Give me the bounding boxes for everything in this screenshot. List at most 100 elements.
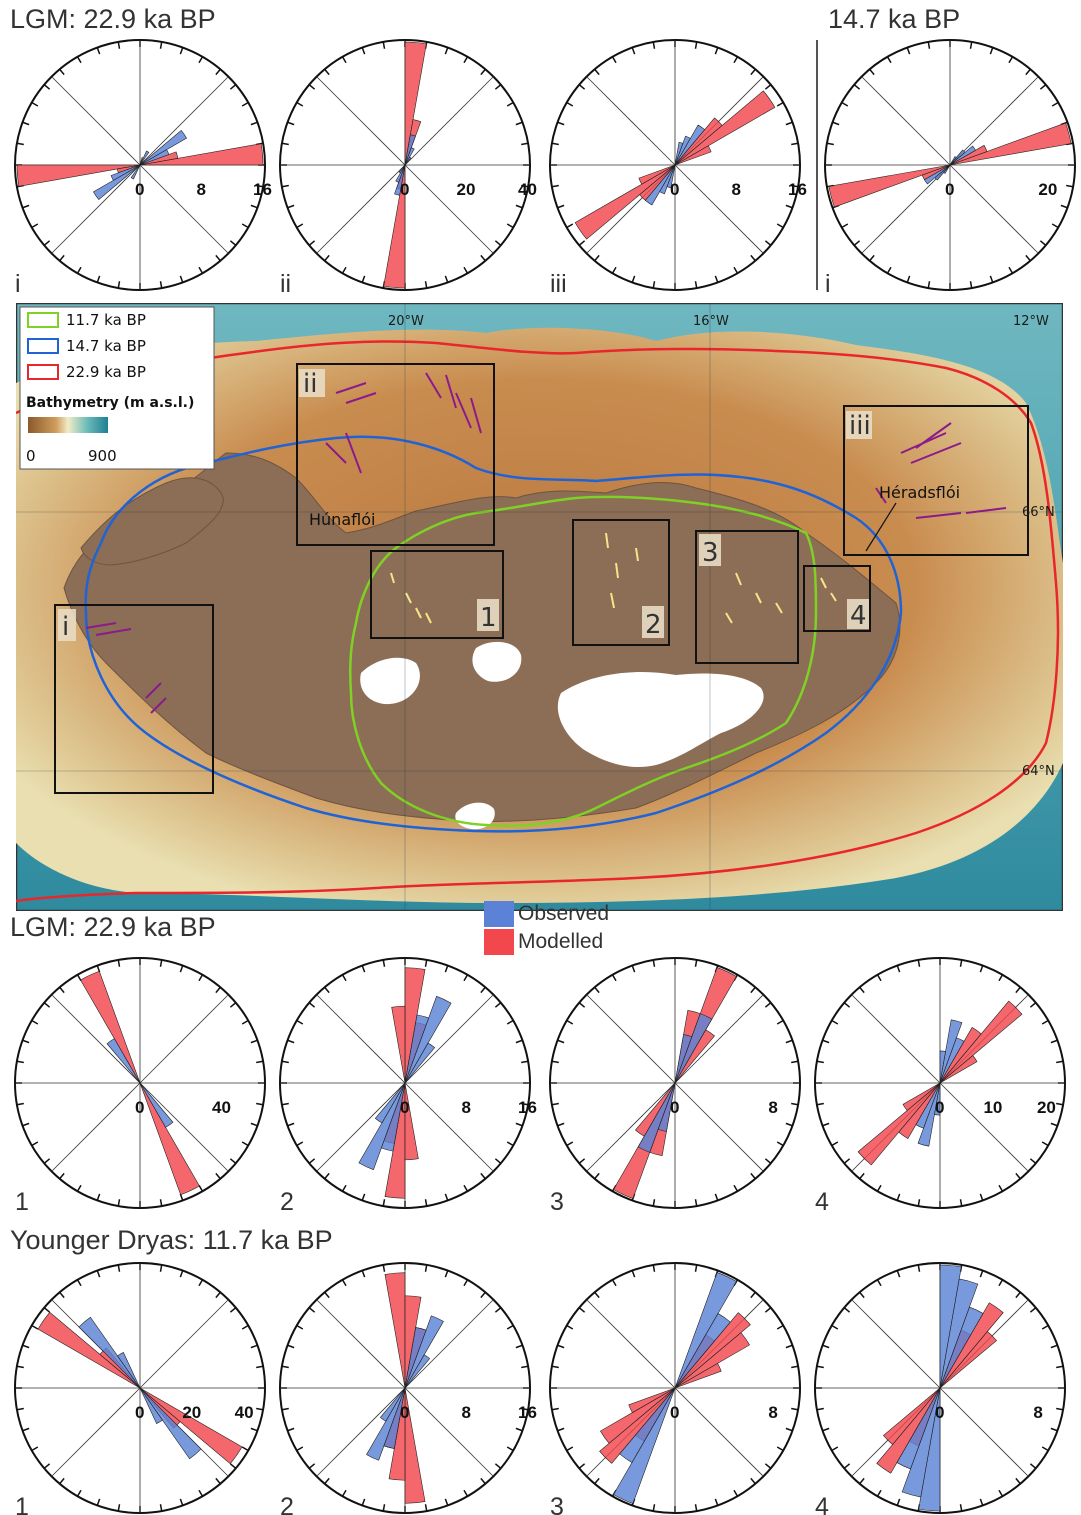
rose-spoke xyxy=(939,1387,1029,1477)
rose-tick xyxy=(853,240,861,246)
rose-tick xyxy=(906,47,911,55)
rose-tick xyxy=(876,1489,882,1497)
rose-outline xyxy=(279,957,531,1209)
rose-tick xyxy=(917,959,921,967)
rose-tick xyxy=(917,1504,921,1512)
rose-tick xyxy=(816,1060,824,1064)
rose-tick-label: 8 xyxy=(462,1098,471,1117)
rose-tick xyxy=(31,1324,39,1330)
flowsets-purple xyxy=(85,372,1007,714)
rose-petal-observed xyxy=(139,1387,202,1460)
rose-outline xyxy=(14,39,266,291)
rose-tick xyxy=(785,1427,793,1432)
rose-spoke xyxy=(674,1082,764,1172)
rose-tick xyxy=(59,254,65,262)
rose-tick xyxy=(76,266,82,274)
rose-tick-label: 10 xyxy=(983,1098,1002,1117)
rose-tick xyxy=(1056,1365,1064,1369)
map-legend: 11.7 ka BP 14.7 ka BP 22.9 ka BP Bathyme… xyxy=(19,306,215,470)
rose-petal-modelled xyxy=(908,1387,941,1447)
rose-tick xyxy=(324,1291,330,1299)
rose-title: 2 xyxy=(280,1493,294,1515)
rose-tick xyxy=(764,1158,772,1164)
rose-tick xyxy=(566,1446,574,1452)
rose-tick xyxy=(117,281,121,289)
rose-spoke xyxy=(851,994,941,1084)
rose-petal-modelled xyxy=(828,164,951,208)
rose-petal-observed xyxy=(939,1306,984,1389)
rose-petal-modelled xyxy=(674,1334,715,1389)
rose-tick xyxy=(733,56,739,64)
rose-tick xyxy=(159,959,163,967)
rose-title: ii xyxy=(280,270,291,298)
rose-panel-8: 0 10 20 4 xyxy=(814,957,1066,1216)
rose-tick-label: 40 xyxy=(235,1403,254,1422)
rose-tick xyxy=(1051,223,1059,229)
rose-tick xyxy=(76,1184,82,1192)
heradsfloi-pointer xyxy=(865,502,897,552)
rose-tick xyxy=(989,47,994,55)
rose-petal-modelled xyxy=(404,1295,422,1389)
rose-petal-modelled xyxy=(674,1312,751,1389)
rose-tick xyxy=(1050,1122,1058,1127)
rose-tick xyxy=(1029,1463,1037,1469)
rose-tick xyxy=(494,1307,502,1313)
rose-tick xyxy=(521,1102,529,1106)
rose-tick xyxy=(822,1427,830,1432)
rose-tick xyxy=(361,1270,366,1278)
rose-tick xyxy=(764,1307,772,1313)
rose-tick xyxy=(521,1407,529,1411)
rose-petal-observed xyxy=(939,1278,979,1389)
legend-observed: Observed xyxy=(484,900,609,928)
rose-tick xyxy=(776,1141,784,1147)
rose-title: 4 xyxy=(815,1188,829,1216)
margin-11-7 xyxy=(348,495,818,828)
rose-spoke xyxy=(586,1082,676,1172)
rose-spoke xyxy=(139,1387,229,1477)
rose-tick xyxy=(843,1002,851,1008)
rose-tick xyxy=(594,986,600,994)
observed-label: Observed xyxy=(518,902,610,925)
rose-tick-label: 8 xyxy=(1033,1403,1042,1422)
box-2 xyxy=(572,519,670,646)
rose-tick xyxy=(341,1489,347,1497)
rose-tick xyxy=(859,1291,865,1299)
rose-tick-label: 16 xyxy=(788,180,807,199)
rose-tick xyxy=(785,204,793,209)
rose-tick xyxy=(1060,121,1068,126)
rose-petal-modelled xyxy=(37,1311,141,1389)
rose-tick xyxy=(250,1039,258,1044)
rose-tick-label: 0 xyxy=(935,1098,944,1117)
rose-petal-modelled xyxy=(674,1332,750,1389)
rose-tick xyxy=(16,142,24,146)
rose-tick-label: 16 xyxy=(518,1098,537,1117)
header-lgm-top: LGM: 22.9 ka BP xyxy=(10,4,216,34)
rose-tick xyxy=(831,1324,839,1330)
rose-tick xyxy=(896,1193,901,1201)
rose-petal-observed xyxy=(924,164,951,185)
rose-petal-modelled xyxy=(674,117,723,166)
legend-bathy-max: 900 xyxy=(88,447,117,465)
rose-tick xyxy=(382,281,386,289)
place-heradsfloi: Héradsflói xyxy=(879,483,960,502)
rose-tick xyxy=(631,1193,636,1201)
rose-tick xyxy=(179,275,184,283)
rose-petal-observed xyxy=(674,1313,731,1389)
rose-tick-label: 0 xyxy=(670,180,679,199)
rose-tick xyxy=(308,84,316,90)
rose-tick xyxy=(287,1427,295,1432)
rose-tick xyxy=(578,240,586,246)
rose-tick-label: 20 xyxy=(182,1403,201,1422)
rose-tick xyxy=(43,84,51,90)
rose-tick xyxy=(969,281,973,289)
rose-tick xyxy=(463,974,469,982)
rose-tick xyxy=(826,184,834,188)
rose-tick-label: 20 xyxy=(1037,1098,1056,1117)
rose-tick xyxy=(1029,1307,1037,1313)
rose-spoke xyxy=(861,76,951,166)
rose-tick xyxy=(831,1446,839,1452)
rose-tick xyxy=(853,84,861,90)
rose-petal-observed xyxy=(943,164,951,174)
rose-tick xyxy=(444,47,449,55)
rose-tick xyxy=(96,1498,101,1506)
